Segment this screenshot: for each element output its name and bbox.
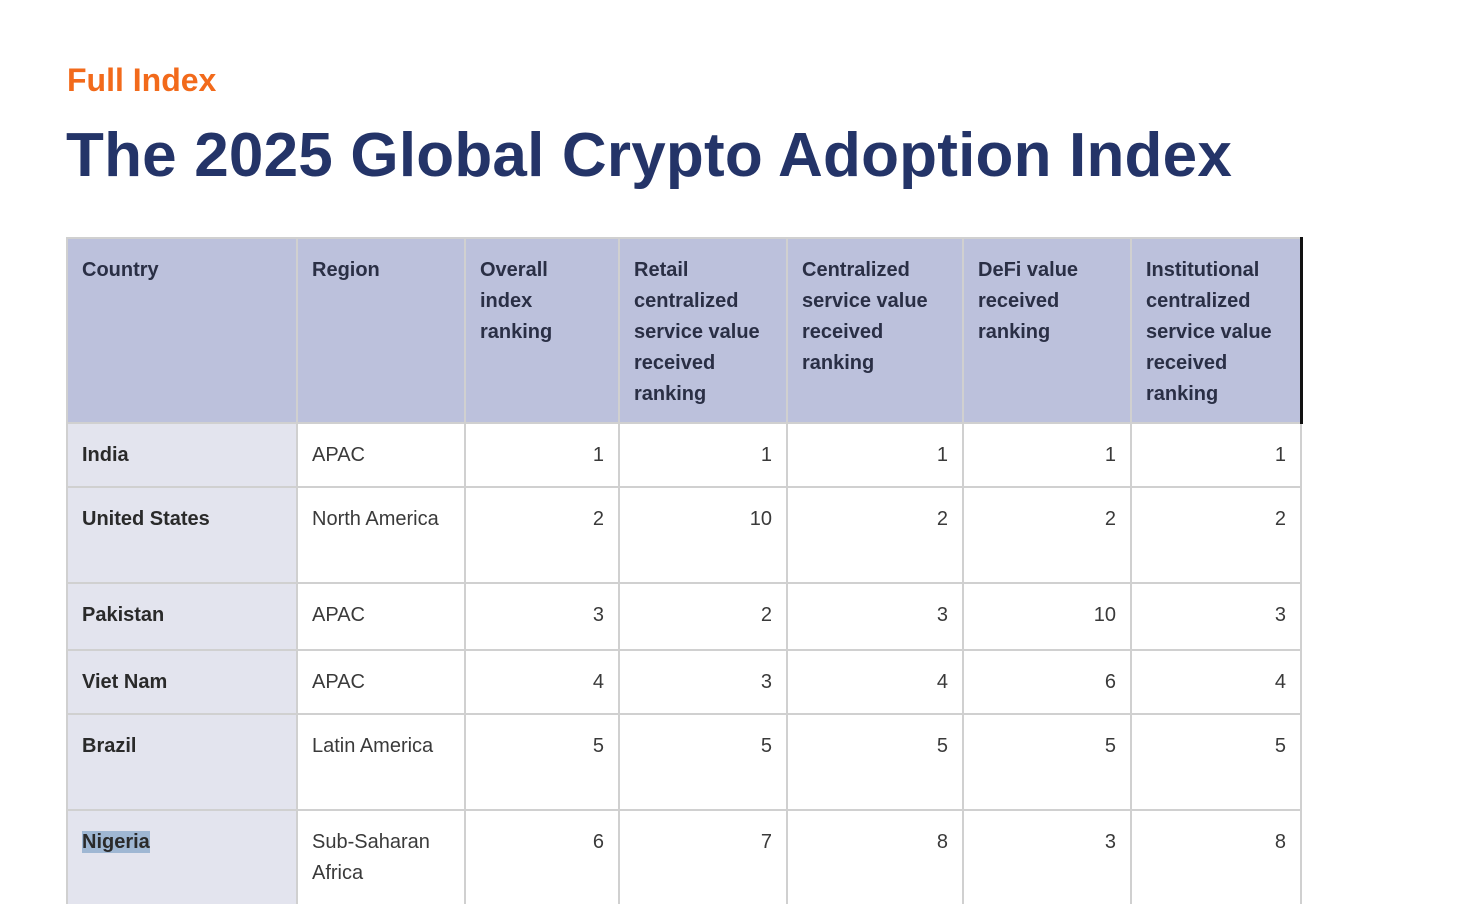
- cell-region[interactable]: Latin America: [296, 713, 466, 811]
- column-header-defi-ranking[interactable]: DeFi value received ranking: [962, 237, 1132, 424]
- cell-country[interactable]: Nigeria: [66, 809, 298, 904]
- column-header-region[interactable]: Region: [296, 237, 466, 424]
- table-header-row: Country Region Overall index ranking Ret…: [66, 237, 1303, 424]
- cell-centralized[interactable]: 4: [786, 649, 964, 715]
- cell-overall[interactable]: 1: [464, 422, 620, 488]
- table-row: Brazil Latin America 5 5 5 5 5: [66, 713, 1302, 811]
- cell-institutional[interactable]: 5: [1130, 713, 1302, 811]
- table-row: Nigeria Sub-Saharan Africa 6 7 8 3 8: [66, 809, 1302, 904]
- column-header-centralized-ranking[interactable]: Centralized service value received ranki…: [786, 237, 964, 424]
- cell-region[interactable]: North America: [296, 486, 466, 584]
- column-header-overall-ranking[interactable]: Overall index ranking: [464, 237, 620, 424]
- cell-overall[interactable]: 4: [464, 649, 620, 715]
- cell-institutional[interactable]: 4: [1130, 649, 1302, 715]
- cell-centralized[interactable]: 5: [786, 713, 964, 811]
- table-row: India APAC 1 1 1 1 1: [66, 422, 1302, 488]
- cell-centralized[interactable]: 2: [786, 486, 964, 584]
- cell-defi[interactable]: 3: [962, 809, 1132, 904]
- cell-overall[interactable]: 2: [464, 486, 620, 584]
- cell-retail[interactable]: 2: [618, 582, 788, 651]
- cell-retail[interactable]: 5: [618, 713, 788, 811]
- cell-region[interactable]: APAC: [296, 422, 466, 488]
- cell-centralized[interactable]: 1: [786, 422, 964, 488]
- cell-retail[interactable]: 7: [618, 809, 788, 904]
- cell-defi[interactable]: 10: [962, 582, 1132, 651]
- cell-defi[interactable]: 1: [962, 422, 1132, 488]
- cell-retail[interactable]: 10: [618, 486, 788, 584]
- column-header-country[interactable]: Country: [66, 237, 298, 424]
- page-title: The 2025 Global Crypto Adoption Index: [66, 121, 1232, 190]
- cell-country[interactable]: Pakistan: [66, 582, 298, 651]
- cell-centralized[interactable]: 3: [786, 582, 964, 651]
- cell-country[interactable]: India: [66, 422, 298, 488]
- column-header-retail-ranking[interactable]: Retail centralized service value receive…: [618, 237, 788, 424]
- cell-retail[interactable]: 1: [618, 422, 788, 488]
- cell-country[interactable]: United States: [66, 486, 298, 584]
- cell-country[interactable]: Viet Nam: [66, 649, 298, 715]
- cell-region[interactable]: APAC: [296, 649, 466, 715]
- cell-country[interactable]: Brazil: [66, 713, 298, 811]
- cell-institutional[interactable]: 2: [1130, 486, 1302, 584]
- cell-institutional[interactable]: 3: [1130, 582, 1302, 651]
- table-row: Viet Nam APAC 4 3 4 6 4: [66, 649, 1302, 715]
- cell-defi[interactable]: 5: [962, 713, 1132, 811]
- selected-text[interactable]: Nigeria: [82, 831, 150, 853]
- table-row: Pakistan APAC 3 2 3 10 3: [66, 582, 1302, 651]
- column-header-institutional-ranking[interactable]: Institutional centralized service value …: [1130, 237, 1303, 424]
- cell-defi[interactable]: 6: [962, 649, 1132, 715]
- adoption-index-table: Country Region Overall index ranking Ret…: [66, 237, 1303, 904]
- cell-centralized[interactable]: 8: [786, 809, 964, 904]
- cell-region[interactable]: Sub-Saharan Africa: [296, 809, 466, 904]
- cell-institutional[interactable]: 1: [1130, 422, 1302, 488]
- table-row: United States North America 2 10 2 2 2: [66, 486, 1302, 584]
- cell-retail[interactable]: 3: [618, 649, 788, 715]
- cell-overall[interactable]: 6: [464, 809, 620, 904]
- cell-overall[interactable]: 5: [464, 713, 620, 811]
- cell-region[interactable]: APAC: [296, 582, 466, 651]
- section-kicker: Full Index: [67, 62, 217, 98]
- cell-defi[interactable]: 2: [962, 486, 1132, 584]
- cell-overall[interactable]: 3: [464, 582, 620, 651]
- cell-institutional[interactable]: 8: [1130, 809, 1302, 904]
